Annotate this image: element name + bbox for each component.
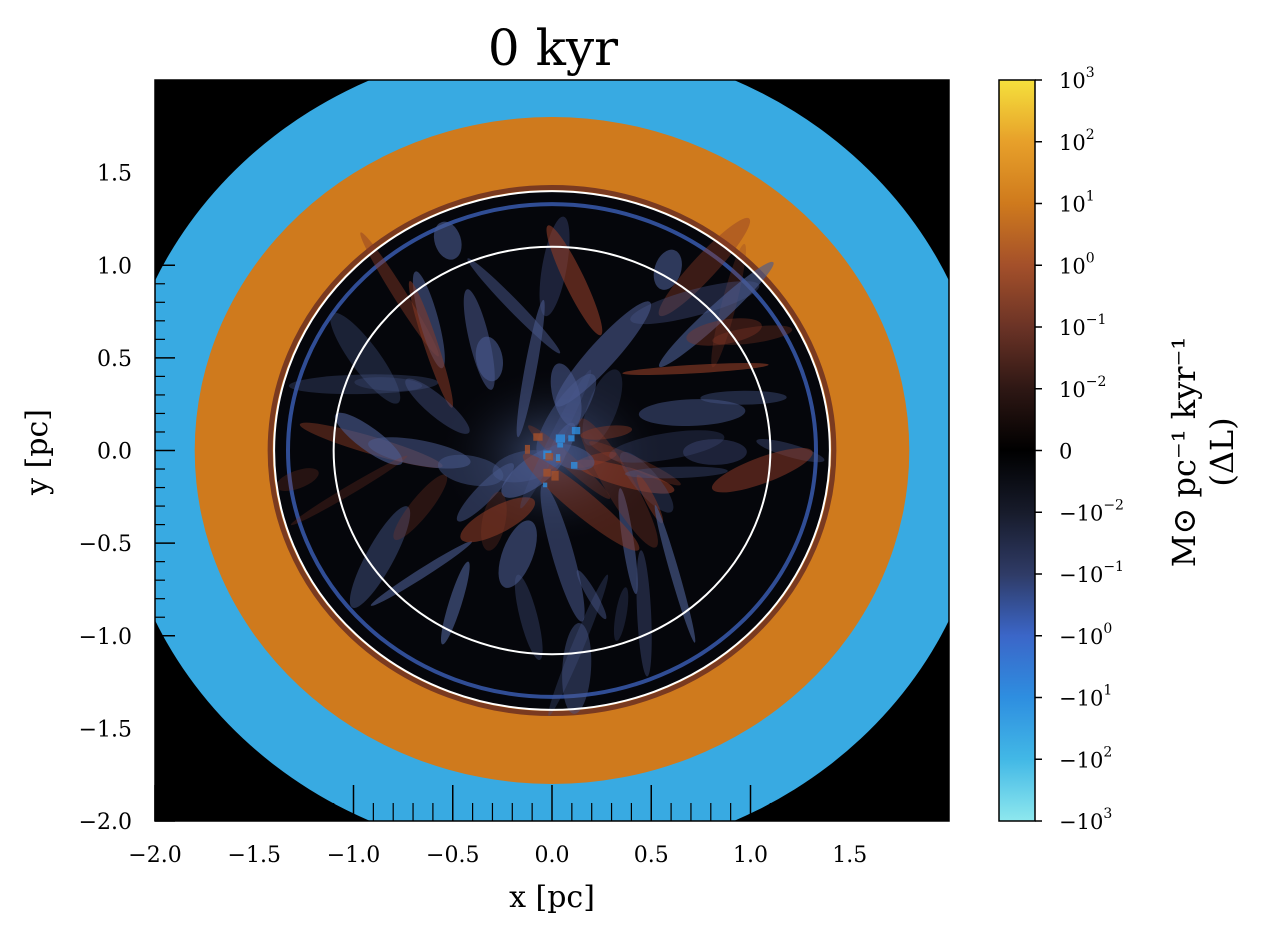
y-axis-label: y [pc] <box>20 409 55 496</box>
y-tick-label: 0.5 <box>97 347 132 372</box>
y-tick-label: 1.0 <box>97 254 132 279</box>
x-tick-label: −1.5 <box>228 843 281 868</box>
x-tick-label: 1.0 <box>733 843 768 868</box>
colorbar-label-line2: (ΔL) <box>1203 417 1241 486</box>
x-tick-label: −2.0 <box>128 843 181 868</box>
y-tick-label: 0.0 <box>97 440 132 465</box>
colorbar-tick-label: −10−1 <box>1059 559 1124 587</box>
colorbar-tick-label: 102 <box>1059 127 1095 155</box>
region-edge-band-blue <box>285 202 819 699</box>
colorbar-label-line1: M⊙ pc⁻¹ kyr⁻¹ <box>1165 337 1203 568</box>
colorbar-tick-label: −10−2 <box>1059 497 1124 525</box>
x-tick-label: 0.0 <box>535 843 570 868</box>
y-tick-label: −1.0 <box>79 625 132 650</box>
colorbar-tick-label: −100 <box>1059 621 1112 649</box>
y-tick-label: −0.5 <box>79 532 132 557</box>
y-axis: −2.0 −1.5 −1.0 −0.5 0.0 0.5 1.0 1.5 <box>79 97 175 835</box>
colorbar <box>999 80 1035 821</box>
colorbar-tick-label: 0 <box>1059 440 1072 464</box>
colorbar-tick-label: 10−2 <box>1059 374 1106 402</box>
y-tick-label: −1.5 <box>79 717 132 742</box>
heatmap-plot <box>155 80 949 821</box>
x-tick-label: −1.0 <box>327 843 380 868</box>
y-tick-label: −2.0 <box>79 810 132 835</box>
turbulent-texture <box>275 216 825 716</box>
chart-title: 0 kyr <box>488 19 618 77</box>
colorbar-tick-label: 103 <box>1059 65 1095 93</box>
colorbar-tick-label: 10−1 <box>1059 312 1106 340</box>
x-axis-label: x [pc] <box>509 880 595 915</box>
overlay-circle-r1.4 <box>273 190 831 711</box>
colorbar-tick-label: −101 <box>1059 683 1112 711</box>
x-axis: −2.0 −1.5 −1.0 −0.5 0.0 0.5 1.0 1.5 <box>128 785 930 868</box>
colorbar-tick-label: 100 <box>1059 250 1095 278</box>
colorbar-tick-label: −103 <box>1059 806 1112 834</box>
x-tick-label: 0.5 <box>634 843 669 868</box>
colorbar-ticks: 103 102 101 100 10−1 10−2 0 −10−2 −10−1 −100 −101 −… <box>1035 65 1124 834</box>
x-tick-label: −0.5 <box>426 843 479 868</box>
overlay-circle-r1.1 <box>332 245 772 656</box>
colorbar-label: M⊙ pc⁻¹ kyr⁻¹ (ΔL) <box>1165 337 1241 568</box>
colorbar-tick-label: −102 <box>1059 744 1112 772</box>
colorbar-tick-label: 101 <box>1059 189 1095 217</box>
y-tick-label: 1.5 <box>97 162 132 187</box>
region-edge-band <box>267 184 837 717</box>
x-tick-label: 1.5 <box>832 843 867 868</box>
